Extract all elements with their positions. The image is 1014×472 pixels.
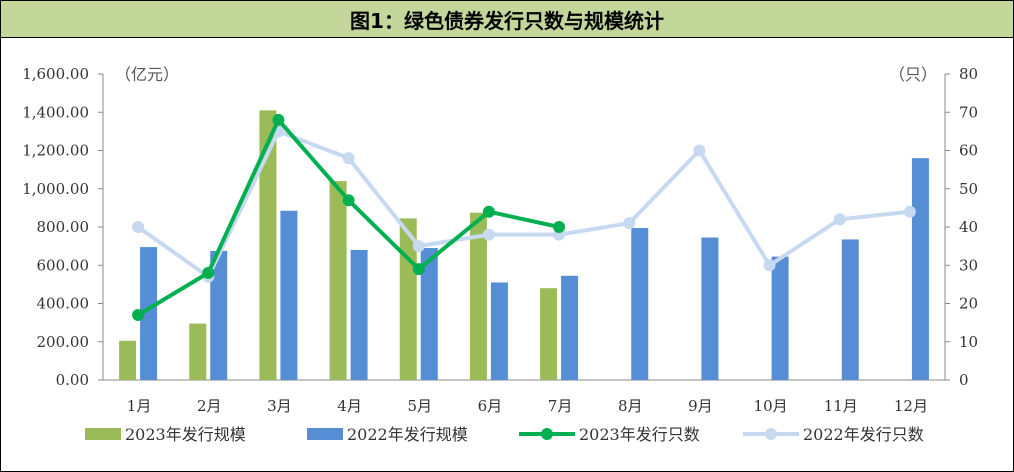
left-tick-label: 0.00 (56, 371, 89, 389)
bar-2023-scale (469, 212, 487, 380)
bar-2022-scale (350, 249, 368, 380)
x-tick-label: 2月 (197, 397, 222, 415)
point-2023-count (482, 205, 495, 218)
point-2022-count (132, 221, 145, 233)
right-tick-label: 80 (959, 65, 978, 83)
x-tick-label: 12月 (894, 397, 928, 415)
right-tick-label: 0 (959, 371, 969, 389)
bar-2023-scale (399, 218, 417, 380)
x-tick-label: 7月 (548, 397, 573, 415)
bar-2022-scale (140, 247, 158, 380)
point-2023-count (202, 266, 215, 279)
legend-swatch-2023-scale (85, 428, 121, 440)
point-2023-count (342, 194, 355, 207)
point-2022-count (342, 152, 355, 165)
bar-2022-scale (841, 239, 859, 380)
legend-label-2023-count: 2023年发行只数 (579, 425, 700, 444)
bar-2023-scale (329, 181, 347, 380)
x-tick-label: 11月 (824, 397, 858, 415)
point-2023-count (412, 263, 425, 276)
bar-2023-scale (189, 323, 207, 380)
point-2022-count (763, 259, 776, 272)
right-tick-label: 60 (959, 142, 978, 160)
point-2022-count (833, 213, 846, 226)
bar-2022-scale (701, 237, 719, 380)
left-axis-unit: （亿元） (115, 65, 179, 84)
chart-title: 图1：绿色债券发行只数与规模统计 (1, 1, 1013, 38)
right-tick-label: 40 (959, 218, 978, 236)
bar-2023-scale (540, 288, 558, 380)
bar-2022-scale (631, 227, 649, 380)
bar-2022-scale (280, 210, 298, 380)
left-tick-label: 1,400.00 (22, 103, 89, 121)
line-2022-count (136, 129, 911, 279)
point-2023-count (553, 221, 566, 233)
bar-2022-scale (420, 248, 438, 380)
point-2022-count (623, 217, 636, 230)
left-tick-label: 1,200.00 (22, 142, 89, 160)
bar-2023-scale (119, 340, 137, 380)
x-tick-label: 8月 (618, 397, 643, 415)
x-tick-label: 1月 (127, 397, 152, 415)
left-tick-label: 400.00 (37, 295, 90, 313)
left-tick-label: 200.00 (37, 333, 90, 351)
point-2023-count (272, 113, 285, 126)
left-tick-label: 1,600.00 (22, 65, 89, 83)
right-tick-label: 50 (959, 180, 978, 198)
x-tick-label: 9月 (688, 397, 713, 415)
right-tick-label: 70 (959, 103, 978, 121)
point-2022-count (482, 228, 495, 241)
point-2022-count (903, 205, 916, 218)
x-tick-label: 3月 (267, 397, 292, 415)
bar-2022-scale (771, 256, 789, 380)
legend-swatch-2022-scale (307, 428, 343, 440)
legend-label-2022-scale: 2022年发行规模 (347, 425, 468, 444)
bar-2023-scale (259, 110, 277, 381)
legend-label-2022-count: 2022年发行只数 (803, 425, 924, 444)
right-tick-label: 10 (959, 333, 978, 351)
point-2022-count (693, 144, 706, 157)
legend-marker-2023-count (541, 428, 553, 440)
right-tick-label: 30 (959, 256, 978, 274)
point-2022-count (412, 240, 425, 253)
right-tick-label: 20 (959, 295, 978, 313)
x-tick-label: 10月 (754, 397, 788, 415)
bar-2022-scale (561, 275, 579, 380)
bar-2022-scale (210, 250, 228, 380)
legend-label-2023-scale: 2023年发行规模 (125, 425, 246, 444)
legend-marker-2022-count (765, 428, 777, 440)
x-tick-label: 4月 (337, 397, 362, 415)
bar-2022-scale (911, 158, 929, 380)
point-2023-count (132, 308, 145, 321)
bar-2022-scale (490, 282, 508, 380)
x-tick-label: 6月 (478, 397, 503, 415)
left-tick-label: 1,000.00 (22, 180, 89, 198)
right-axis-unit: （只） (889, 65, 937, 84)
left-tick-label: 800.00 (37, 218, 90, 236)
x-tick-label: 5月 (407, 397, 432, 415)
left-tick-label: 600.00 (37, 256, 90, 274)
